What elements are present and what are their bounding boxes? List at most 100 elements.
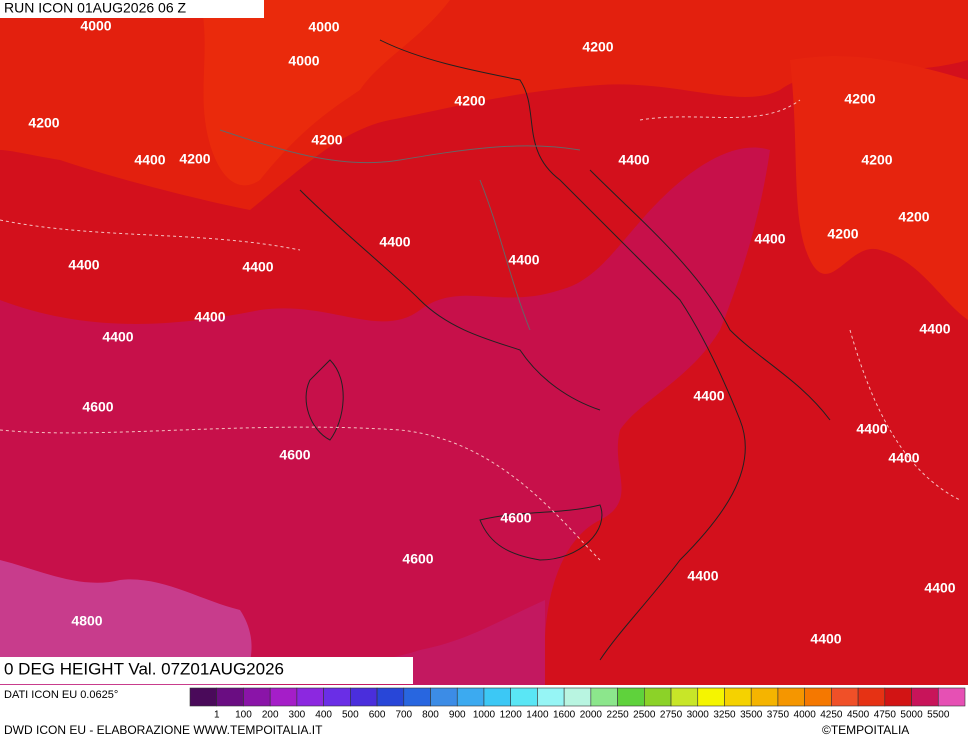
colorbar-label: 1600: [553, 710, 576, 721]
colorbar-label: 2500: [633, 710, 656, 721]
colorbar-swatch: [376, 687, 405, 707]
colorbar-swatch: [857, 687, 886, 707]
colorbar-swatch: [831, 687, 859, 707]
colorbar-label: 200: [262, 710, 279, 721]
colorbar-label: 1400: [526, 710, 549, 721]
colorbar-label: 900: [449, 710, 466, 721]
colorbar-label: 4000: [794, 710, 817, 721]
coastline-west: [299, 189, 601, 411]
run-label: RUN ICON 01AUG2026 06 Z: [4, 0, 187, 16]
contour-label: 4400: [924, 580, 955, 596]
colorbar-label: 3000: [687, 710, 710, 721]
colorbar-swatch: [350, 687, 378, 707]
region-4800: [0, 560, 252, 685]
contour-label: 4200: [311, 132, 342, 148]
contour-label: 4400: [618, 152, 649, 168]
colorbar-label: 1000: [473, 710, 496, 721]
colorbar-swatch: [537, 687, 565, 707]
colorbar-swatch: [510, 687, 538, 707]
colorbar-swatch: [937, 687, 966, 707]
colorbar-swatch: [189, 687, 218, 707]
colorbar-swatch: [670, 687, 699, 707]
contour-label: 4000: [308, 19, 339, 35]
contour-label: 4200: [179, 151, 210, 167]
chart-title: 0 DEG HEIGHT Val. 07Z01AUG2026: [4, 659, 284, 678]
colorbar: 1 100 200 300 400 500 600 700 800 900 1000 1200 1400…: [189, 687, 966, 721]
colorbar-label: 5000: [900, 710, 923, 721]
colorbar-swatch: [697, 687, 725, 707]
contour-label: 4200: [454, 93, 485, 109]
colorbar-swatch: [911, 687, 939, 707]
contour-label: 4200: [28, 115, 59, 131]
isolines: [0, 99, 961, 561]
colorbar-label: 3500: [740, 710, 763, 721]
colorbar-label: 700: [395, 710, 412, 721]
colorbar-swatch: [243, 687, 271, 707]
contour-label: 4400: [242, 259, 273, 275]
contour-label: 4400: [379, 234, 410, 250]
contour-label: 4400: [687, 568, 718, 584]
colorbar-swatch: [269, 687, 298, 707]
contour-label: 4200: [898, 209, 929, 225]
colorbar-swatch: [456, 687, 485, 707]
colorbar-swatch: [430, 687, 458, 707]
colorbar-label: 1: [214, 710, 220, 721]
contour-label: 4000: [80, 18, 111, 34]
contour-label: 4600: [82, 399, 113, 415]
credit: DWD ICON EU - ELABORAZIONE WWW.TEMPOITAL…: [4, 723, 323, 737]
contour-label: 4000: [288, 53, 319, 69]
colorbar-swatch: [777, 687, 805, 707]
contour-label: 4800: [71, 613, 102, 629]
contour-label: 4400: [919, 321, 950, 337]
colorbar-swatch: [724, 687, 752, 707]
region-4200-east: [790, 56, 968, 320]
colorbar-label: 2000: [580, 710, 603, 721]
contour-label: 4400: [194, 309, 225, 325]
colorbar-label: 500: [342, 710, 359, 721]
coastline-balkans: [589, 169, 831, 421]
colorbar-swatch: [403, 687, 431, 707]
contour-label: 4400: [68, 257, 99, 273]
title-box: [0, 657, 413, 684]
colorbar-swatch: [323, 687, 351, 707]
contour-labels: 4000 4000 4000 4200 4200 4200 4200 4200 4400 4200…: [28, 18, 955, 647]
contour-label: 4600: [279, 447, 310, 463]
colorbar-label: 300: [289, 710, 306, 721]
colorbar-swatch: [750, 687, 779, 707]
map: 4000 4000 4000 4200 4200 4200 4200 4200 4400 4200…: [0, 0, 968, 685]
colorbar-label: 400: [315, 710, 332, 721]
colorbar-label: 4250: [820, 710, 843, 721]
contour-label: 4600: [402, 551, 433, 567]
colorbar-swatch: [884, 687, 912, 707]
contour-label: 4400: [508, 252, 539, 268]
contour-label: 4400: [102, 329, 133, 345]
borders: [219, 129, 581, 331]
colorbar-label: 800: [422, 710, 439, 721]
contour-label: 4600: [500, 510, 531, 526]
coastline-sicily: [479, 504, 603, 561]
colorbar-label: 100: [235, 710, 252, 721]
colorbar-swatch: [483, 687, 511, 707]
coastline-italy: [379, 39, 746, 661]
colorbar-label: 3250: [713, 710, 736, 721]
colorbar-swatch: [296, 687, 324, 707]
colorbar-label: 3750: [767, 710, 790, 721]
coastline-corsica: [305, 359, 344, 441]
colorbar-label: 5500: [927, 710, 950, 721]
copyright: ©TEMPOITALIA: [822, 723, 909, 737]
colorbar-label: 1200: [500, 710, 523, 721]
contour-label: 4200: [861, 152, 892, 168]
colorbar-swatch: [617, 687, 645, 707]
contour-label: 4400: [754, 231, 785, 247]
contour-label: 4400: [888, 450, 919, 466]
colorbar-swatch: [216, 687, 244, 707]
colorbar-swatch: [804, 687, 832, 707]
region-4600-south: [240, 600, 545, 685]
colorbar-label: 4500: [847, 710, 870, 721]
colorbar-label: 2750: [660, 710, 683, 721]
run-box: [0, 0, 264, 18]
contour-label: 4400: [856, 421, 887, 437]
region-4000: [200, 0, 450, 186]
data-source: DATI ICON EU 0.0625°: [4, 689, 118, 701]
